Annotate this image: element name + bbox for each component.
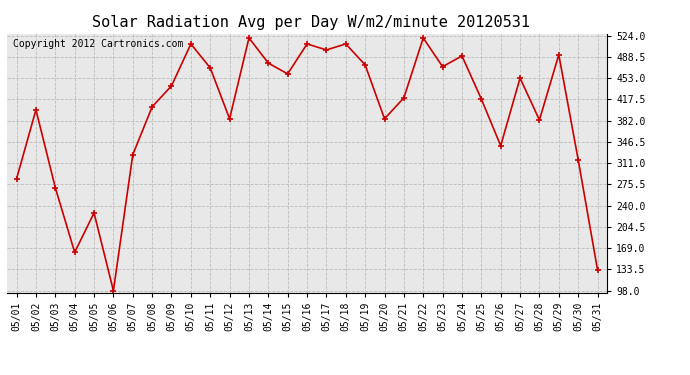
Text: Solar Radiation Avg per Day W/m2/minute 20120531: Solar Radiation Avg per Day W/m2/minute … [92,15,529,30]
Text: Copyright 2012 Cartronics.com: Copyright 2012 Cartronics.com [13,39,184,49]
